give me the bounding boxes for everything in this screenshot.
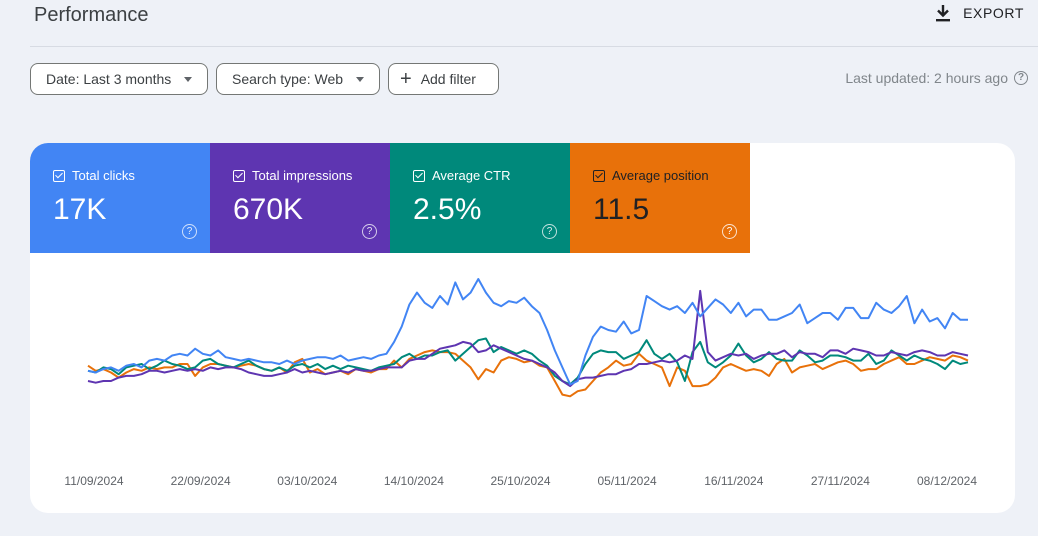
x-tick-label: 27/11/2024 [811,474,870,488]
metric-value: 17K [53,193,107,226]
x-tick-label: 11/09/2024 [64,474,123,488]
series-line-total-impressions[interactable] [87,289,969,388]
search-type-label: Search type: Web [232,71,344,87]
dropdown-arrow-icon [356,76,365,82]
last-updated-text: Last updated: 2 hours ago [845,70,1008,86]
dropdown-arrow-icon [184,76,193,82]
page-title: Performance [34,4,149,26]
x-tick-label: 05/11/2024 [598,474,657,488]
header-divider [30,46,1038,47]
metric-label: Average CTR [432,168,511,183]
metric-total-impressions[interactable]: Total impressions 670K ? [210,143,390,253]
series-line-average-position[interactable] [87,349,969,398]
help-icon[interactable]: ? [362,224,377,239]
metric-total-clicks[interactable]: Total clicks 17K ? [30,143,210,253]
checkbox-icon[interactable] [53,169,65,182]
export-button[interactable]: EXPORT [935,4,1024,22]
checkbox-icon[interactable] [233,169,245,182]
download-icon [936,5,951,22]
help-icon[interactable]: ? [542,224,557,239]
x-tick-label: 25/10/2024 [490,474,550,488]
checkbox-icon[interactable] [413,169,425,182]
metric-label: Average position [612,168,709,183]
export-label: EXPORT [963,5,1024,21]
metric-value: 670K [233,193,304,226]
date-filter-chip[interactable]: Date: Last 3 months [30,63,208,95]
series-line-total-clicks[interactable] [87,278,968,386]
performance-chart[interactable]: 11/09/2024 22/09/2024 03/10/2024 14/10/2024… [30,253,1015,513]
x-tick-label: 22/09/2024 [171,474,231,488]
metric-value: 2.5% [413,193,482,226]
plus-icon: + [400,68,412,90]
performance-card: Total clicks 17K ? Total impressions 670… [30,143,1015,513]
metric-average-position[interactable]: Average position 11.5 ? [570,143,750,253]
page-header: Performance EXPORT [0,0,1038,47]
metric-average-ctr[interactable]: Average CTR 2.5% ? [390,143,570,253]
metric-value: 11.5 [593,193,650,226]
add-filter-label: Add filter [420,71,476,87]
filter-toolbar: Date: Last 3 months Search type: Web + A… [30,63,1028,95]
help-icon[interactable]: ? [182,224,197,239]
add-filter-button[interactable]: + Add filter [388,63,499,95]
x-tick-label: 16/11/2024 [704,474,763,488]
x-tick-label: 08/12/2024 [917,474,977,488]
search-type-chip[interactable]: Search type: Web [216,63,380,95]
x-tick-label: 14/10/2024 [384,474,444,488]
last-updated: Last updated: 2 hours ago ? [845,70,1028,86]
metric-label: Total impressions [252,168,353,183]
x-tick-label: 03/10/2024 [277,474,337,488]
metric-label: Total clicks [72,168,135,183]
help-icon[interactable]: ? [1014,71,1028,85]
date-filter-label: Date: Last 3 months [46,71,172,87]
help-icon[interactable]: ? [722,224,737,239]
checkbox-icon[interactable] [593,169,605,182]
